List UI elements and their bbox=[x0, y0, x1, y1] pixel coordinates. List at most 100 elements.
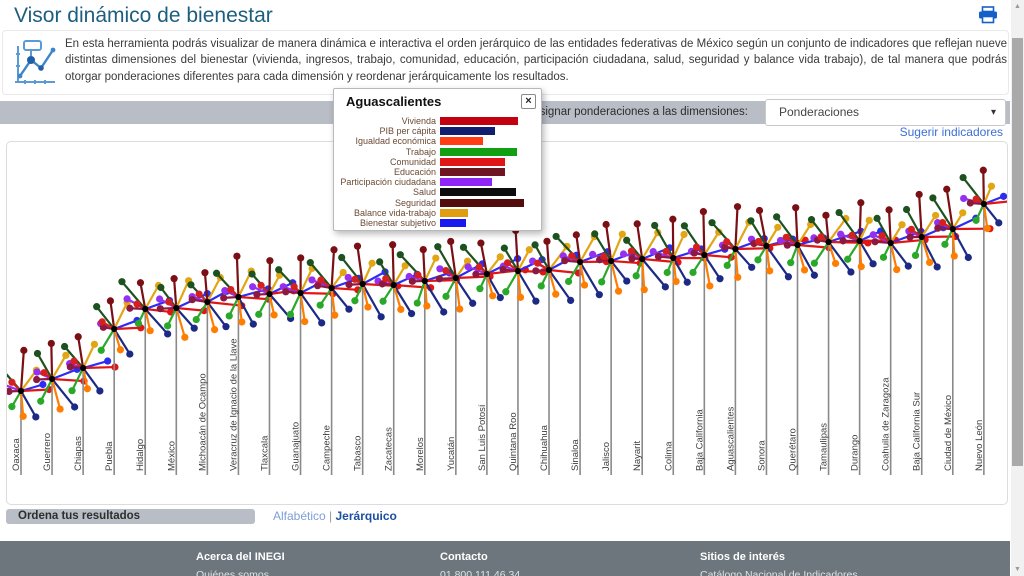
indicator-dot[interactable] bbox=[397, 305, 405, 314]
indicator-dot[interactable] bbox=[19, 412, 27, 420]
indicator-dot[interactable] bbox=[792, 204, 800, 212]
indicator-dot[interactable] bbox=[33, 375, 41, 384]
indicator-dot[interactable] bbox=[623, 236, 631, 244]
indicator-dot[interactable] bbox=[835, 208, 843, 217]
indicator-dot[interactable] bbox=[83, 385, 92, 393]
indicator-dot[interactable] bbox=[155, 295, 164, 303]
scroll-down-icon[interactable]: ▼ bbox=[1014, 566, 1021, 573]
indicator-dot[interactable] bbox=[776, 236, 785, 245]
indicator-dot[interactable] bbox=[915, 190, 923, 199]
indicator-dot[interactable] bbox=[959, 209, 967, 217]
indicator-dot[interactable] bbox=[47, 339, 55, 348]
indicator-dot[interactable] bbox=[640, 286, 648, 294]
indicator-dot[interactable] bbox=[567, 296, 575, 305]
state-lollipop[interactable]: San Luis Potosí bbox=[459, 239, 529, 475]
indicator-dot[interactable] bbox=[496, 293, 504, 302]
indicator-dot[interactable] bbox=[345, 305, 353, 313]
indicator-dot[interactable] bbox=[419, 245, 427, 254]
indicator-dot[interactable] bbox=[589, 250, 597, 258]
indicator-dot[interactable] bbox=[330, 246, 338, 254]
indicator-dot[interactable] bbox=[60, 342, 69, 351]
indicator-dot[interactable] bbox=[633, 220, 641, 228]
indicator-dot[interactable] bbox=[90, 340, 99, 348]
indicator-dot[interactable] bbox=[331, 311, 339, 319]
indicator-dot[interactable] bbox=[907, 225, 915, 233]
indicator-dot[interactable] bbox=[188, 296, 196, 304]
indicator-dot[interactable] bbox=[377, 313, 385, 321]
indicator-dot[interactable] bbox=[407, 310, 416, 318]
indicator-dot[interactable] bbox=[503, 259, 512, 267]
indicator-dot[interactable] bbox=[943, 185, 951, 193]
indicator-dot[interactable] bbox=[249, 283, 257, 291]
indicator-dot[interactable] bbox=[857, 263, 865, 271]
indicator-dot[interactable] bbox=[423, 302, 431, 310]
state-lollipop[interactable]: Coahuila de Zaragoza bbox=[869, 206, 929, 475]
indicator-dot[interactable] bbox=[210, 326, 219, 334]
indicator-dot[interactable] bbox=[898, 221, 906, 229]
state-lollipop[interactable]: Tamaulipas bbox=[807, 211, 872, 475]
indicator-dot[interactable] bbox=[680, 230, 688, 239]
indicator-dot[interactable] bbox=[595, 291, 603, 299]
indicator-dot[interactable] bbox=[902, 205, 911, 214]
indicator-dot[interactable] bbox=[598, 278, 606, 286]
indicator-dot[interactable] bbox=[496, 253, 504, 261]
indicator-dot[interactable] bbox=[964, 253, 972, 262]
indicator-dot[interactable] bbox=[822, 211, 830, 219]
indicator-dot[interactable] bbox=[972, 195, 980, 203]
indicator-dot[interactable] bbox=[723, 238, 731, 246]
indicator-dot[interactable] bbox=[317, 276, 325, 284]
indicator-dot[interactable] bbox=[651, 221, 659, 230]
indicator-dot[interactable] bbox=[290, 283, 298, 291]
indicator-dot[interactable] bbox=[708, 219, 716, 227]
indicator-dot[interactable] bbox=[306, 259, 314, 267]
indicator-dot[interactable] bbox=[661, 283, 669, 291]
indicator-dot[interactable] bbox=[39, 380, 47, 389]
indicator-dot[interactable] bbox=[532, 297, 540, 305]
indicator-dot[interactable] bbox=[782, 233, 790, 241]
state-lollipop[interactable]: Sinaloa bbox=[552, 231, 612, 475]
indicator-dot[interactable] bbox=[878, 232, 886, 240]
indicator-dot[interactable] bbox=[442, 266, 450, 275]
indicator-dot[interactable] bbox=[469, 299, 477, 307]
indicator-dot[interactable] bbox=[999, 192, 1007, 200]
indicator-dot[interactable] bbox=[844, 255, 852, 263]
indicator-dot[interactable] bbox=[364, 303, 372, 311]
indicator-dot[interactable] bbox=[784, 273, 793, 281]
indicator-dot[interactable] bbox=[525, 246, 533, 254]
indicator-dot[interactable] bbox=[170, 275, 178, 283]
indicator-dot[interactable] bbox=[56, 405, 64, 413]
indicator-dot[interactable] bbox=[222, 323, 230, 331]
indicator-dot[interactable] bbox=[126, 304, 134, 312]
indicator-dot[interactable] bbox=[339, 268, 347, 277]
indicator-dot[interactable] bbox=[837, 230, 845, 238]
indicator-dot[interactable] bbox=[532, 267, 540, 275]
indicator-dot[interactable] bbox=[338, 253, 346, 262]
indicator-dot[interactable] bbox=[181, 333, 189, 341]
indicator-dot[interactable] bbox=[442, 292, 450, 300]
indicator-dot[interactable] bbox=[68, 387, 76, 395]
indicator-dot[interactable] bbox=[810, 271, 819, 279]
indicator-dot[interactable] bbox=[432, 254, 440, 262]
close-icon[interactable]: × bbox=[521, 94, 536, 109]
indicator-dot[interactable] bbox=[972, 216, 980, 224]
indicator-dot[interactable] bbox=[692, 243, 701, 251]
indicator-dot[interactable] bbox=[632, 272, 640, 280]
vertical-scrollbar[interactable]: ▲ ▼ bbox=[1011, 0, 1024, 576]
indicator-dot[interactable] bbox=[929, 194, 937, 202]
indicator-dot[interactable] bbox=[32, 413, 40, 421]
indicator-dot[interactable] bbox=[136, 279, 145, 287]
indicator-dot[interactable] bbox=[435, 275, 443, 283]
indicator-dot[interactable] bbox=[37, 397, 45, 405]
state-lollipop[interactable]: Nayarit bbox=[619, 220, 682, 475]
indicator-dot[interactable] bbox=[627, 247, 636, 255]
state-lollipop[interactable]: Chiapas bbox=[60, 333, 119, 475]
indicator-dot[interactable] bbox=[345, 281, 353, 289]
indicator-dot[interactable] bbox=[564, 277, 573, 286]
indicator-dot[interactable] bbox=[680, 222, 689, 230]
indicator-dot[interactable] bbox=[995, 219, 1003, 227]
indicator-dot[interactable] bbox=[187, 281, 195, 289]
indicator-dot[interactable] bbox=[463, 257, 472, 265]
indicator-dot[interactable] bbox=[552, 290, 560, 298]
indicator-dot[interactable] bbox=[379, 297, 387, 305]
indicator-dot[interactable] bbox=[353, 242, 362, 250]
